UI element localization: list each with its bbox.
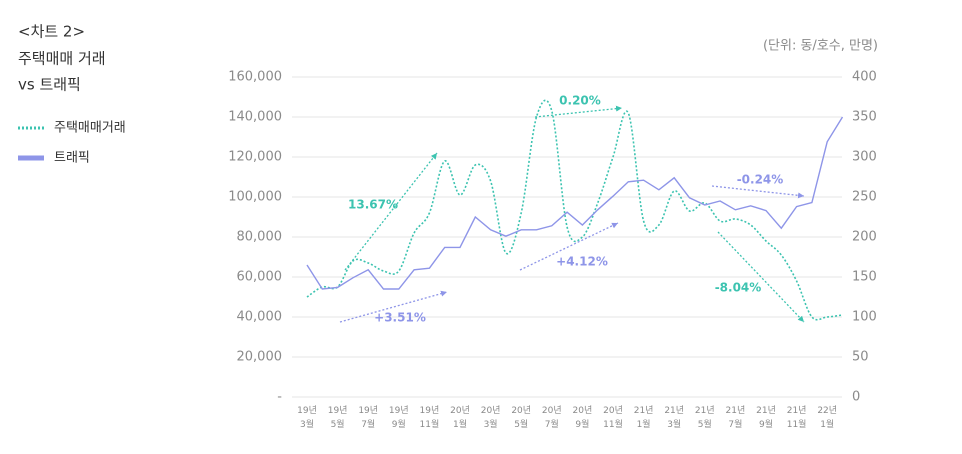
y-tick-label: 160,000: [228, 70, 282, 85]
y2-tick-label: 300: [852, 150, 877, 165]
legend-label: 주택매매거래: [54, 121, 126, 136]
y-tick-label: 140,000: [228, 110, 282, 125]
x-tick-label: 20년 9월: [573, 405, 593, 430]
x-tick-label: 20년 1월: [450, 405, 470, 430]
annotation-arrow: [717, 231, 805, 323]
chart-title: 주택매매 거래: [18, 50, 106, 68]
annotation-label: +4.12%: [556, 255, 608, 269]
annotation-label: +3.51%: [374, 311, 426, 325]
chart-title: <차트 2>: [18, 23, 85, 41]
y2-tick-label: 0: [852, 390, 860, 405]
annotation-arrow: [534, 105, 623, 118]
y2-tick-label: 100: [852, 310, 877, 325]
unit-label: (단위: 동/호수, 만명): [763, 39, 878, 54]
chart-title: vs 트래픽: [18, 76, 81, 94]
y-tick-label: 100,000: [228, 190, 282, 205]
series-line: [306, 116, 844, 290]
y2-tick-label: 150: [852, 270, 877, 285]
x-tick-label: 20년 7월: [542, 405, 562, 430]
x-tick-label: 21년 1월: [634, 405, 654, 430]
annotation-arrow: [711, 185, 805, 199]
x-tick-label: 20년 11월: [603, 405, 623, 430]
y2-tick-label: 200: [852, 230, 877, 245]
annotation-arrow: [344, 152, 438, 271]
x-tick-label: 19년 9월: [389, 405, 409, 430]
x-tick-label: 19년 5월: [328, 405, 348, 430]
y2-tick-label: 350: [852, 110, 877, 125]
annotation-label: -0.24%: [737, 173, 784, 187]
x-tick-label: 21년 5월: [695, 405, 715, 430]
x-tick-label: 20년 5월: [511, 405, 531, 430]
x-tick-label: 21년 7월: [726, 405, 746, 430]
x-tick-label: 21년 3월: [664, 405, 684, 430]
x-tick-label: 19년 7월: [358, 405, 378, 430]
y-tick-label: 20,000: [237, 350, 283, 365]
x-tick-label: 20년 3월: [481, 405, 501, 430]
y-tick-label: 60,000: [237, 270, 283, 285]
x-tick-label: 19년 3월: [297, 405, 317, 430]
annotation-label: 0.20%: [559, 94, 601, 108]
y-tick-label: 80,000: [237, 230, 283, 245]
annotation-label: 13.67%: [348, 198, 398, 212]
annotation-label: -8.04%: [715, 281, 762, 295]
legend-label: 트래픽: [54, 151, 90, 166]
x-tick-label: 21년 11월: [787, 405, 807, 430]
x-tick-label: 22년 1월: [817, 405, 837, 430]
y2-tick-label: 50: [852, 350, 869, 365]
y-tick-label: 40,000: [237, 310, 283, 325]
x-tick-label: 21년 9월: [756, 405, 776, 430]
x-tick-label: 19년 11월: [420, 405, 440, 430]
y2-tick-label: 250: [852, 190, 877, 205]
y2-tick-label: 400: [852, 70, 877, 85]
y-tick-label: 120,000: [228, 150, 282, 165]
y-tick-label: -: [277, 390, 282, 405]
annotation-arrow: [339, 290, 448, 323]
